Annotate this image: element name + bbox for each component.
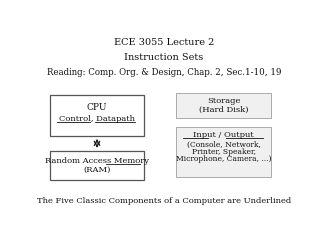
Text: Control, Datapath: Control, Datapath	[59, 115, 135, 123]
FancyBboxPatch shape	[176, 127, 271, 177]
Text: Storage: Storage	[207, 97, 240, 105]
FancyBboxPatch shape	[50, 95, 144, 136]
FancyBboxPatch shape	[176, 94, 271, 118]
Text: (Console, Network,: (Console, Network,	[187, 141, 260, 149]
Text: The Five Classic Components of a Computer are Underlined: The Five Classic Components of a Compute…	[37, 197, 291, 205]
Text: Instruction Sets: Instruction Sets	[124, 53, 204, 62]
Text: Input / Output: Input / Output	[193, 132, 254, 139]
Text: ECE 3055 Lecture 2: ECE 3055 Lecture 2	[114, 38, 214, 47]
Text: Printer, Speaker,: Printer, Speaker,	[191, 148, 256, 156]
Text: (Hard Disk): (Hard Disk)	[199, 106, 248, 114]
Text: Random Access Memory: Random Access Memory	[45, 157, 149, 165]
Text: Reading: Comp. Org. & Design, Chap. 2, Sec.1-10, 19: Reading: Comp. Org. & Design, Chap. 2, S…	[47, 68, 281, 77]
Text: CPU: CPU	[87, 103, 107, 112]
FancyBboxPatch shape	[50, 151, 144, 180]
Text: (RAM): (RAM)	[83, 166, 111, 174]
Text: Microphone, Camera, ...): Microphone, Camera, ...)	[176, 155, 271, 163]
